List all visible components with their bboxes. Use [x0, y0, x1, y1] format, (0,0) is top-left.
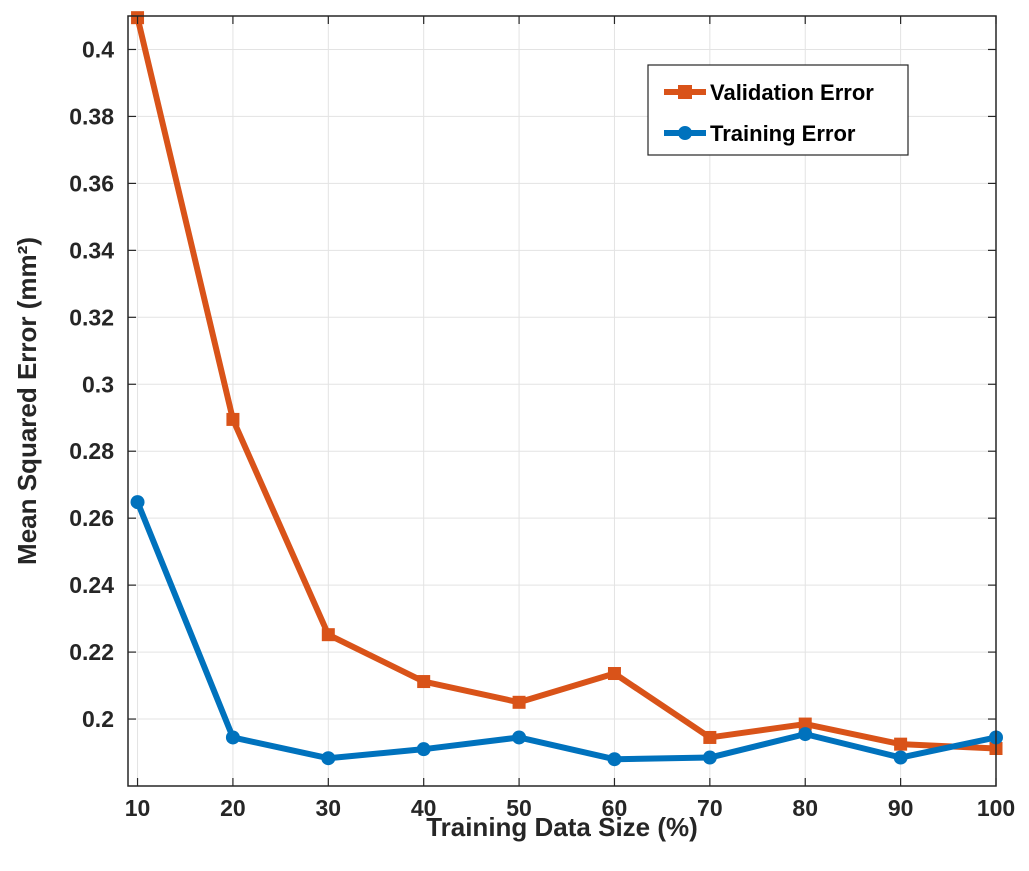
- x-axis-title: Training Data Size (%): [426, 812, 698, 842]
- legend-item-validation-error: Validation Error: [664, 80, 874, 105]
- data-point-training-error: [893, 750, 908, 765]
- data-point-validation-error: [798, 717, 812, 731]
- x-tick-label: 100: [977, 795, 1015, 821]
- data-point-training-error: [321, 751, 336, 766]
- data-point-validation-error: [226, 412, 240, 426]
- data-point-validation-error: [512, 695, 526, 709]
- y-tick-label: 0.2: [82, 706, 114, 732]
- legend-box: [647, 64, 909, 156]
- legend-label-validation-error: Validation Error: [710, 80, 874, 105]
- y-tick-label: 0.28: [69, 438, 114, 464]
- x-tick-label: 10: [125, 795, 151, 821]
- data-point-training-error: [416, 742, 431, 757]
- data-point-training-error: [702, 750, 717, 765]
- y-tick-label: 0.38: [69, 103, 114, 129]
- x-tick-label: 60: [602, 795, 628, 821]
- series-validation-error: [131, 11, 1003, 756]
- x-tick-label: 40: [411, 795, 437, 821]
- series-layer: [130, 11, 1003, 767]
- y-tick-label: 0.3: [82, 371, 114, 397]
- x-tick-label: 50: [506, 795, 532, 821]
- data-point-training-error: [225, 730, 240, 745]
- x-tick-label: 70: [697, 795, 723, 821]
- y-tick-label: 0.34: [69, 237, 114, 263]
- data-point-training-error: [512, 730, 527, 745]
- grid-lines: [128, 16, 997, 786]
- y-tick-label: 0.4: [82, 36, 114, 62]
- x-tick-label: 90: [888, 795, 914, 821]
- y-axis-title: Mean Squared Error (mm²): [12, 237, 42, 565]
- x-tick-label: 20: [220, 795, 246, 821]
- y-tick-label: 0.26: [69, 505, 114, 531]
- legend: Validation Error Training Error: [647, 64, 909, 156]
- series-training-error: [130, 495, 1003, 767]
- legend-marker-validation-error: [678, 85, 692, 99]
- x-tick-label: 30: [316, 795, 342, 821]
- data-point-validation-error: [417, 675, 431, 689]
- y-tick-label: 0.24: [69, 572, 114, 598]
- legend-item-training-error: Training Error: [664, 121, 856, 146]
- data-point-validation-error: [321, 628, 335, 642]
- data-point-validation-error: [703, 730, 717, 744]
- data-point-validation-error: [894, 737, 908, 751]
- plot-frame: [127, 15, 997, 787]
- legend-marker-training-error: [678, 126, 692, 140]
- data-point-validation-error: [607, 667, 621, 681]
- data-point-training-error: [130, 495, 145, 510]
- data-point-training-error: [798, 727, 813, 742]
- y-tick-label: 0.22: [69, 639, 114, 665]
- axis-ticks: 10 20 30 40 50 60 70 80 90 100 0.2 0.22 0.24 0.26 0.28…: [69, 16, 1015, 821]
- series-line-training-error: [134, 500, 997, 763]
- y-tick-label: 0.36: [69, 170, 114, 196]
- legend-label-training-error: Training Error: [710, 121, 856, 146]
- x-tick-label: 80: [792, 795, 818, 821]
- data-point-training-error: [607, 752, 622, 767]
- y-tick-label: 0.32: [69, 304, 114, 330]
- series-line-validation-error: [134, 16, 997, 752]
